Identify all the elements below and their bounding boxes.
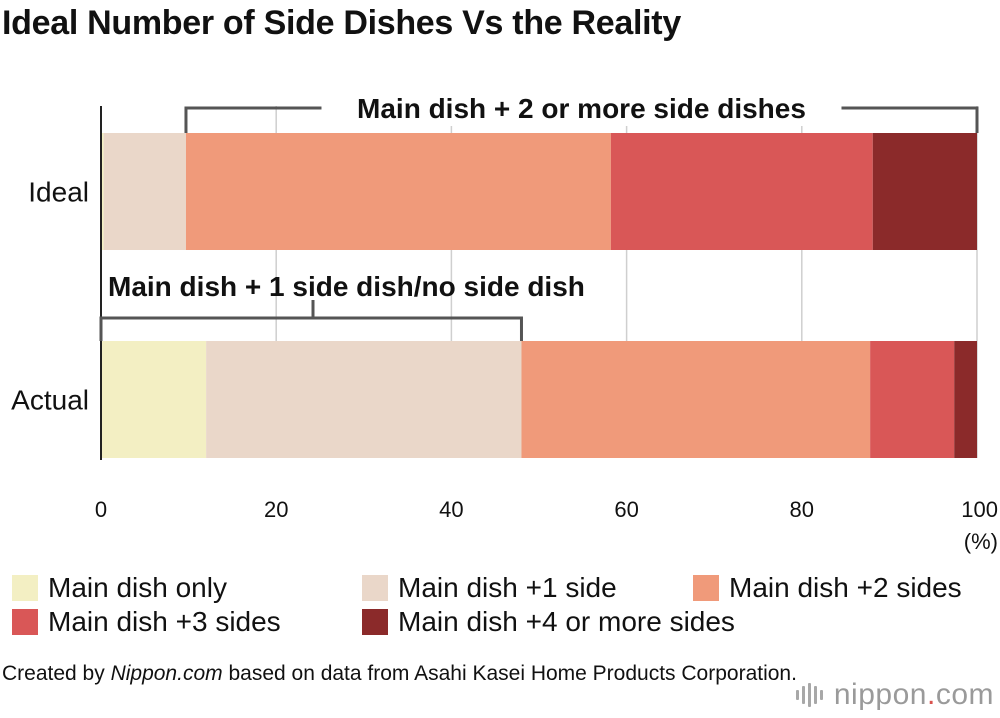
bar-segment [610, 133, 873, 250]
bar-segment [206, 341, 522, 458]
legend-swatch [12, 575, 38, 601]
bar-segment [101, 341, 207, 458]
legend-swatch [362, 575, 388, 601]
bar-segment [185, 133, 611, 250]
legend-item: Main dish only [12, 572, 227, 604]
legend-swatch [362, 609, 388, 635]
x-tick-label: 80 [790, 497, 814, 522]
bar-segment [872, 133, 977, 250]
legend-item: Main dish +2 sides [693, 572, 962, 604]
legend-item: Main dish +4 or more sides [362, 606, 735, 638]
annotation-bracket [99, 316, 523, 341]
logo-dot: . [926, 678, 936, 711]
logo-bars-icon [795, 683, 826, 707]
x-tick-label: 60 [614, 497, 638, 522]
annotation-label-bg [321, 90, 842, 126]
source-name: Nippon.com [110, 662, 223, 685]
legend-label: Main dish +3 sides [48, 606, 281, 637]
logo-tld: com [935, 678, 994, 711]
x-tick-label: 40 [439, 497, 463, 522]
legend-swatch [12, 609, 38, 635]
bar-segment [103, 133, 186, 250]
category-label: Actual [11, 385, 89, 416]
bar-segment [521, 341, 871, 458]
x-tick-label: 0 [95, 497, 107, 522]
legend-label: Main dish +4 or more sides [398, 606, 735, 637]
source-suffix: based on data from Asahi Kasei Home Prod… [222, 662, 797, 685]
annotation-label: Main dish + 1 side dish/no side dish [108, 271, 585, 302]
bar-segment [954, 341, 977, 458]
annotation-label: Main dish + 2 or more side dishes [357, 93, 806, 124]
legend-label: Main dish +1 side [398, 572, 617, 603]
legend-label: Main dish only [48, 572, 227, 603]
category-label: Ideal [28, 177, 89, 208]
x-tick-label: 20 [264, 497, 288, 522]
source-prefix: Created by [2, 662, 111, 685]
chart-title: Ideal Number of Side Dishes Vs the Reali… [2, 4, 681, 42]
x-unit-label: (%) [964, 529, 998, 554]
x-tick-label: 100 [961, 497, 998, 522]
logo-name: nippon [833, 678, 927, 711]
legend-swatch [693, 575, 719, 601]
brand-logo: nippon. com [795, 678, 994, 712]
bar-segment [870, 341, 955, 458]
legend-label: Main dish +2 sides [729, 572, 962, 603]
source-note: Created by Nippon.com based on data from… [2, 660, 797, 687]
bar-segment [101, 133, 104, 250]
legend-item: Main dish +1 side [362, 572, 617, 604]
stacked-bar-chart: Ideal Actual 0 20 40 60 80 100 (%) Main dish + 2 … [11, 90, 998, 554]
legend-item: Main dish +3 sides [12, 606, 281, 638]
